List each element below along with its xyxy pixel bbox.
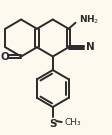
Text: CH₃: CH₃ — [64, 118, 81, 127]
Text: O: O — [1, 51, 10, 62]
Text: NH$_2$: NH$_2$ — [79, 14, 99, 26]
Text: S: S — [49, 119, 56, 129]
Text: N: N — [85, 42, 94, 52]
